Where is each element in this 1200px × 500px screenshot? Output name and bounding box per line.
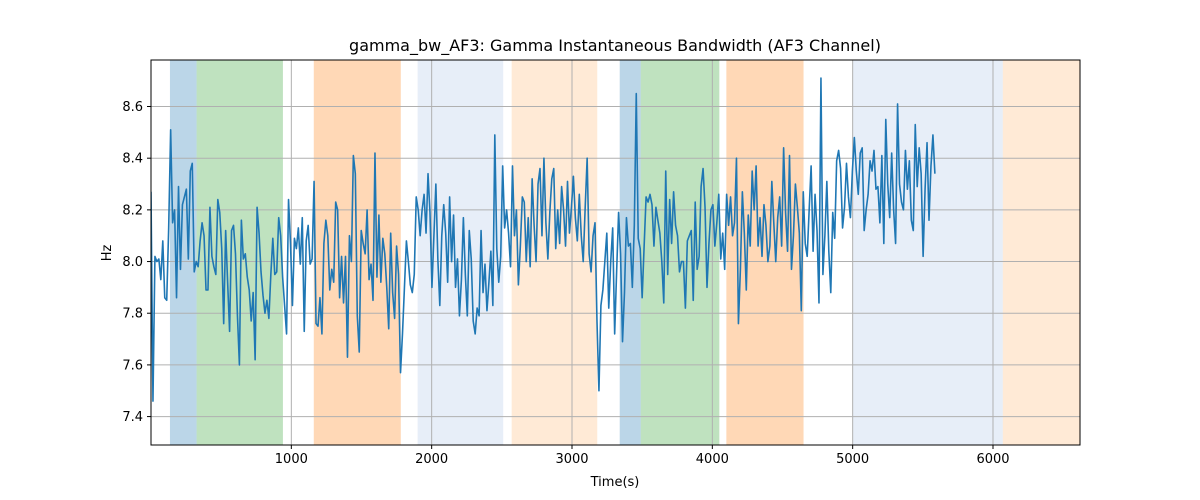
y-tick-label: 7.4 xyxy=(122,410,143,425)
x-axis-label: Time(s) xyxy=(590,475,640,490)
band-4 xyxy=(511,60,598,445)
y-tick-label: 8.4 xyxy=(122,152,143,167)
series-line-0 xyxy=(151,77,936,402)
y-axis-ticks: 7.4 7.6 7.8 8.0 8.2 8.4 8.6 xyxy=(122,100,151,425)
x-tick-label: 3000 xyxy=(555,452,588,467)
plot-area-frame xyxy=(150,59,1081,446)
x-tick-label: 4000 xyxy=(696,452,729,467)
y-tick-label: 8.2 xyxy=(122,203,143,218)
y-tick-label: 7.8 xyxy=(122,307,143,322)
band-2 xyxy=(313,60,401,445)
x-tick-label: 1000 xyxy=(275,452,308,467)
x-tick-label: 6000 xyxy=(976,452,1009,467)
data-series xyxy=(151,77,936,402)
x-tick-label: 2000 xyxy=(415,452,448,467)
band-8 xyxy=(852,60,1003,445)
band-9 xyxy=(1002,60,1080,445)
y-tick-label: 8.0 xyxy=(122,255,143,270)
y-axis-label: Hz xyxy=(100,245,115,262)
x-axis-ticks: 1000 2000 3000 4000 5000 6000 xyxy=(275,445,1010,467)
band-6 xyxy=(640,60,720,445)
y-tick-label: 7.6 xyxy=(122,358,143,373)
x-tick-label: 5000 xyxy=(836,452,869,467)
y-tick-label: 8.6 xyxy=(122,100,143,115)
band-0 xyxy=(169,60,197,445)
chart-title: gamma_bw_AF3: Gamma Instantaneous Bandwi… xyxy=(349,36,881,56)
